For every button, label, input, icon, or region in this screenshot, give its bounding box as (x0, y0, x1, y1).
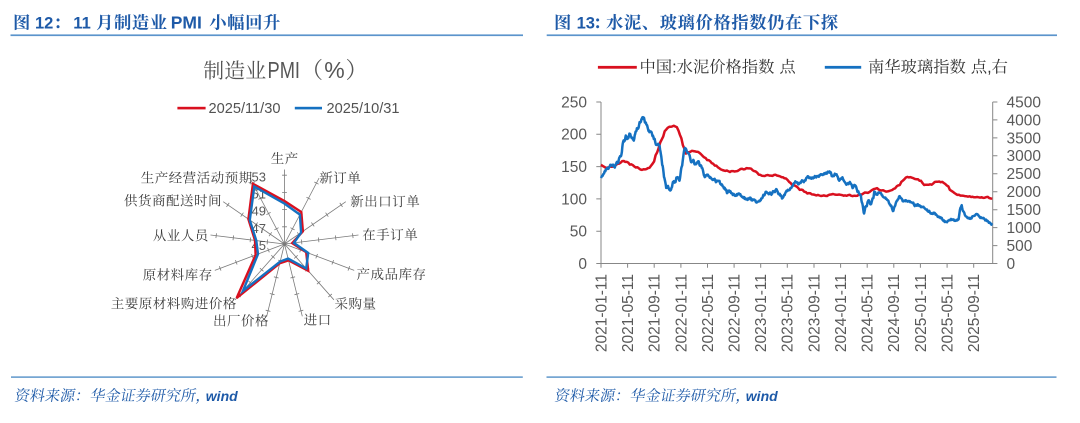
svg-text:2025-05-11: 2025-05-11 (940, 274, 957, 352)
svg-text:2023-05-11: 2023-05-11 (780, 274, 797, 352)
svg-text:2000: 2000 (1007, 184, 1042, 201)
svg-text:,: , (987, 59, 992, 77)
svg-text:0: 0 (1007, 256, 1016, 273)
svg-text:49: 49 (252, 204, 266, 219)
svg-text:2024-05-11: 2024-05-11 (860, 274, 877, 352)
svg-text:500: 500 (1007, 238, 1033, 255)
svg-text:11: 11 (73, 15, 90, 33)
svg-text:2022-05-11: 2022-05-11 (700, 274, 717, 352)
svg-text:2025-09-11: 2025-09-11 (966, 274, 983, 352)
svg-text:2023-09-11: 2023-09-11 (806, 274, 823, 352)
svg-text:2024-09-11: 2024-09-11 (886, 274, 903, 352)
svg-text:0: 0 (578, 256, 587, 273)
svg-text:2025-01-11: 2025-01-11 (913, 274, 930, 352)
svg-text:2021-05-11: 2021-05-11 (620, 274, 637, 352)
svg-text:100: 100 (561, 191, 587, 208)
svg-text:wind: wind (746, 388, 778, 404)
svg-text:2021-09-11: 2021-09-11 (647, 274, 664, 352)
svg-text:2024-01-11: 2024-01-11 (833, 274, 850, 352)
svg-text:4000: 4000 (1007, 112, 1042, 129)
svg-text:4500: 4500 (1007, 94, 1042, 111)
svg-text:13: 13 (577, 15, 595, 33)
svg-text:12: 12 (35, 15, 53, 33)
svg-text:3000: 3000 (1007, 148, 1042, 165)
svg-text:250: 250 (561, 94, 587, 111)
svg-text:2022-01-11: 2022-01-11 (673, 274, 690, 352)
svg-text:1000: 1000 (1007, 220, 1042, 237)
svg-text:2025/10/31: 2025/10/31 (327, 101, 400, 117)
svg-text:2022-09-11: 2022-09-11 (727, 274, 744, 352)
svg-text:150: 150 (561, 159, 587, 176)
svg-text:2023-01-11: 2023-01-11 (753, 274, 770, 352)
svg-text:200: 200 (561, 127, 587, 144)
svg-text:wind: wind (206, 388, 238, 404)
svg-text:2021-01-11: 2021-01-11 (593, 274, 610, 352)
svg-text::: : (672, 59, 677, 77)
svg-text:47: 47 (252, 221, 266, 236)
svg-text:2500: 2500 (1007, 166, 1042, 183)
svg-text:PMI: PMI (268, 57, 301, 83)
svg-text:3500: 3500 (1007, 130, 1042, 147)
svg-text:53: 53 (252, 169, 266, 184)
svg-text:2025/11/30: 2025/11/30 (209, 101, 281, 117)
svg-text:%: % (324, 57, 344, 83)
svg-text:PMI: PMI (171, 13, 202, 33)
svg-text:50: 50 (570, 224, 588, 241)
svg-text:1500: 1500 (1007, 202, 1042, 219)
